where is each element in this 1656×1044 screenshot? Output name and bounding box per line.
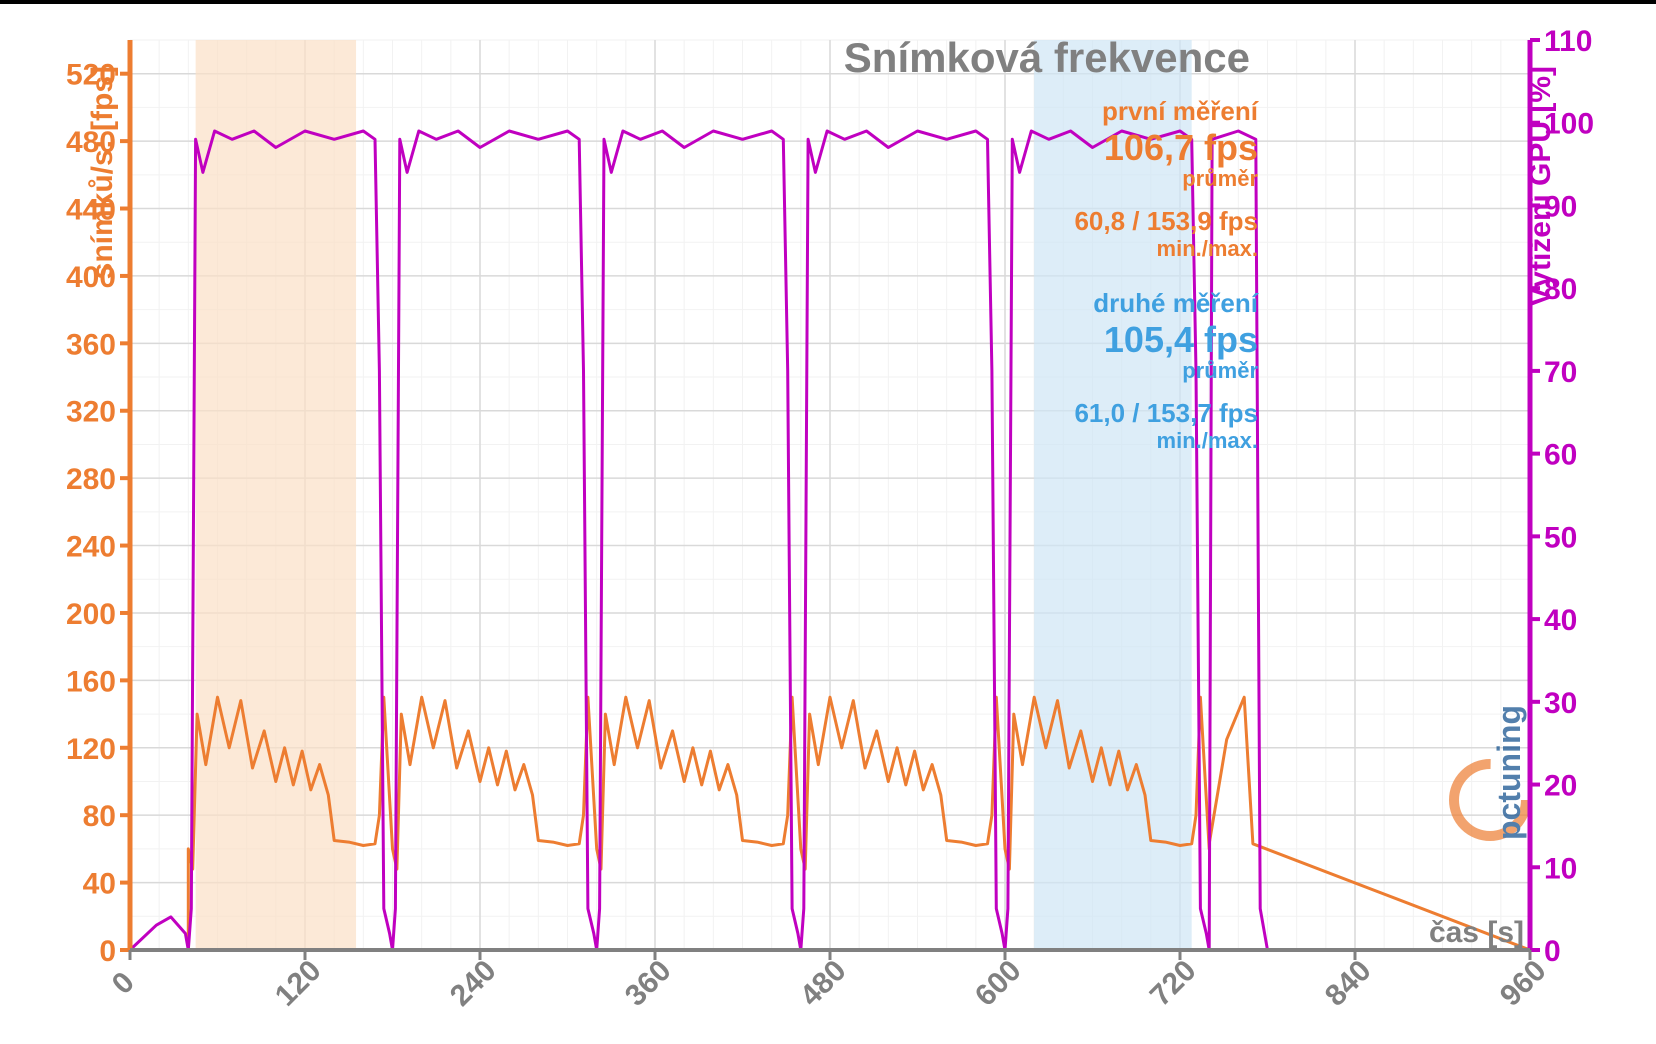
- y-left-label: snímků/s: [fps]: [86, 66, 119, 279]
- highlight-band-1: [1034, 40, 1192, 950]
- stats-first-avg: 106,7 fps: [1104, 127, 1258, 168]
- y-right-tick: 20: [1544, 770, 1577, 803]
- stats-second-avg-sub: průměr: [1182, 358, 1258, 383]
- stats-second-range: 61,0 / 153,7 fps: [1074, 398, 1258, 428]
- stats-first-range-sub: min./max.: [1157, 236, 1258, 261]
- framerate-chart: pctuning04080120160200240280320360400440…: [0, 0, 1656, 1044]
- stats-first-range: 60,8 / 153,9 fps: [1074, 206, 1258, 236]
- stats-second-avg: 105,4 fps: [1104, 319, 1258, 360]
- y-left-tick: 40: [83, 868, 116, 901]
- y-left-tick: 80: [83, 800, 116, 833]
- x-label: čas [s]: [1429, 916, 1524, 949]
- y-right-label: Vytížení GPU [%]: [1524, 66, 1557, 307]
- chart-title: Snímková frekvence: [844, 34, 1250, 81]
- y-right-tick: 70: [1544, 356, 1577, 389]
- y-right-tick: 60: [1544, 439, 1577, 472]
- y-left-tick: 360: [66, 328, 116, 361]
- y-left-tick: 200: [66, 598, 116, 631]
- y-right-tick: 0: [1544, 935, 1561, 968]
- y-right-tick: 30: [1544, 687, 1577, 720]
- y-right-tick: 40: [1544, 604, 1577, 637]
- y-left-tick: 120: [66, 733, 116, 766]
- y-left-tick: 160: [66, 665, 116, 698]
- stats-first-avg-sub: průměr: [1182, 166, 1258, 191]
- y-left-tick: 320: [66, 396, 116, 429]
- y-left-tick: 280: [66, 463, 116, 496]
- stats-second-header: druhé měření: [1093, 288, 1258, 318]
- y-left-tick: 240: [66, 531, 116, 564]
- y-left-tick: 0: [99, 935, 116, 968]
- stats-first-header: první měření: [1102, 96, 1259, 126]
- y-right-tick: 10: [1544, 852, 1577, 885]
- y-right-tick: 110: [1544, 25, 1592, 58]
- stats-second-range-sub: min./max.: [1157, 428, 1258, 453]
- svg-text:pctuning: pctuning: [1491, 705, 1527, 840]
- y-right-tick: 50: [1544, 521, 1577, 554]
